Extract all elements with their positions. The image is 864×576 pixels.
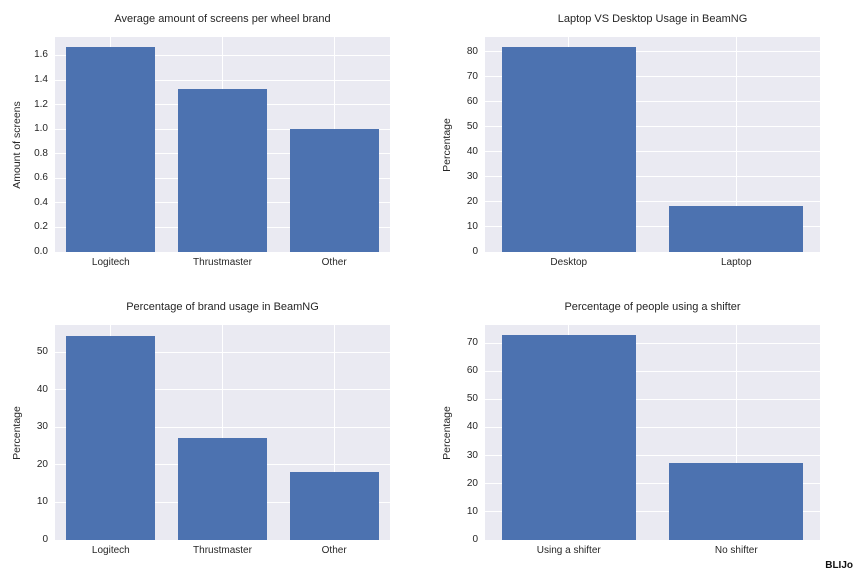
y-tick-label: 10 [466,220,478,232]
x-tick-label: Thrustmaster [193,545,252,556]
y-tick-label: 70 [466,337,478,348]
h-gridline [485,76,820,78]
y-tick-label: 40 [466,145,478,157]
bar-no-shifter [669,463,804,540]
v-gridline [735,37,737,252]
y-tick-label: 20 [466,195,478,207]
h-gridline [485,51,820,53]
bar-logitech [66,46,156,252]
plot-area [485,37,820,252]
y-tick-label: 40 [36,383,48,395]
x-tick-label: No shifter [714,545,758,556]
h-gridline [55,389,390,391]
y-tick-label: 30 [466,170,478,182]
h-gridline [485,101,820,103]
y-tick-label: 50 [36,346,48,358]
bar-logitech [66,335,156,540]
x-tick-label: Thrustmaster [193,257,252,268]
h-gridline [485,398,820,400]
x-tick-label: Desktop [550,257,588,268]
h-gridline [55,79,390,81]
v-gridline [735,325,737,540]
y-tick-label: 1.6 [34,49,48,61]
x-tick-label: Other [321,257,347,268]
bar-using-a-shifter [501,335,636,540]
h-gridline [485,251,820,252]
chart-laptop-vs-desktop: Laptop VS Desktop Usage in BeamNG Percen… [441,13,820,268]
h-gridline [485,342,820,344]
bar-laptop [669,206,804,252]
h-gridline [485,455,820,457]
plot-area [55,325,390,540]
bar-other [289,471,379,540]
y-tick-label: 30 [36,421,48,433]
bar-thrustmaster [177,88,268,252]
y-tick-label: 20 [36,458,48,470]
y-tick-label: 0 [472,246,478,257]
h-gridline [485,539,820,540]
h-gridline [485,426,820,428]
chart-screens-per-wheel-brand: Average amount of screens per wheel bran… [11,13,390,268]
h-gridline [485,151,820,153]
h-gridline [485,226,820,228]
y-tick-label: 0.4 [34,196,48,208]
y-tick-label: 10 [466,505,478,517]
x-tick-label: Logitech [91,545,130,556]
h-gridline [55,54,390,56]
h-gridline [485,511,820,513]
y-tick-label: 0 [42,534,48,545]
chart-brand-usage: Percentage of brand usage in BeamNG Perc… [11,301,390,556]
x-tick-label: Logitech [91,257,130,268]
y-tick-label: 10 [36,496,48,508]
y-tick-label: 40 [466,421,478,433]
y-tick-label: 50 [466,120,478,132]
h-gridline [485,126,820,128]
y-tick-label: 60 [466,365,478,377]
y-tick-label: 0.8 [34,147,48,159]
chart-title: Average amount of screens per wheel bran… [114,13,331,25]
x-tick-label: Using a shifter [536,545,601,556]
x-tick-label: Laptop [720,257,752,268]
chart-title: Laptop VS Desktop Usage in BeamNG [557,13,748,25]
y-tick-label: 0 [472,534,478,545]
watermark-text: BLIJo [825,560,853,571]
y-tick-label: 70 [466,70,478,82]
y-tick-label: 20 [466,477,478,489]
y-tick-label: 30 [466,449,478,461]
v-gridline [222,325,223,540]
h-gridline [485,176,820,178]
bar-desktop [501,47,636,252]
x-tick-label: Other [321,545,347,556]
y-tick-label: 80 [466,45,478,57]
chart-shifter-usage: Percentage of people using a shifter Per… [441,301,820,556]
bar-thrustmaster [177,437,268,540]
y-tick-label: 0.2 [34,221,48,233]
h-gridline [485,483,820,485]
y-tick-label: 0.6 [34,172,48,184]
y-tick-label: 1.0 [34,123,48,135]
h-gridline [485,370,820,372]
plot-area [485,325,820,540]
y-tick-label: 1.4 [34,74,48,85]
plot-area [55,37,390,252]
y-tick-label: 60 [466,95,478,107]
y-tick-label: 0.0 [34,246,48,257]
chart-title: Percentage of people using a shifter [564,301,741,313]
v-gridline [333,325,335,540]
h-gridline [485,201,820,203]
bar-other [289,129,379,252]
y-tick-label: 1.2 [34,98,48,110]
h-gridline [55,351,390,353]
chart-title: Percentage of brand usage in BeamNG [126,301,319,313]
y-tick-label: 50 [466,393,478,405]
h-gridline [55,426,390,428]
